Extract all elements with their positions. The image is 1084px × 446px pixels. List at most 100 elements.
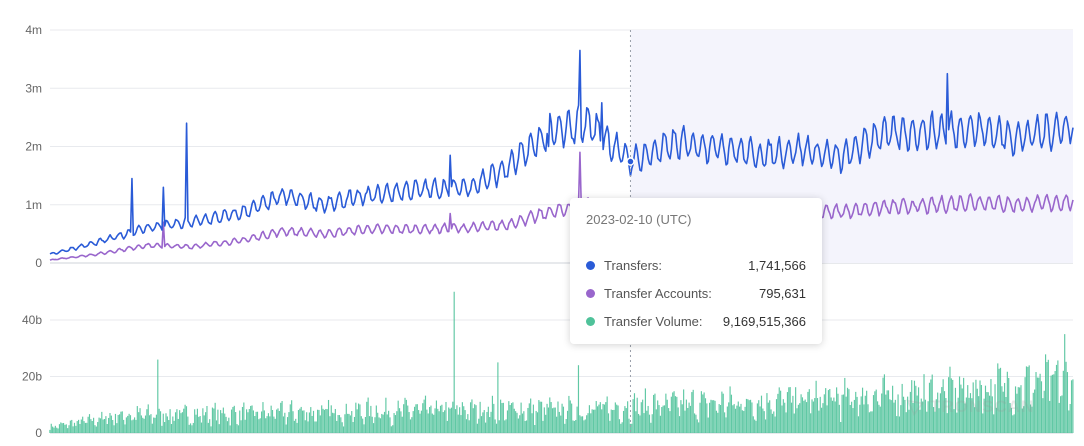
transfer-volume-bar (982, 413, 984, 433)
transfer-volume-bar (157, 359, 159, 433)
transfer-volume-bar (424, 395, 427, 433)
transfer-volume-bar (199, 416, 201, 433)
transfer-volume-bar (857, 416, 860, 433)
transfer-volume-bar (233, 405, 235, 433)
transfer-volume-bar (236, 424, 238, 433)
transfer-volume-bar (114, 413, 117, 433)
transfer-volume-bar (946, 413, 948, 433)
transfer-volume-bar (398, 408, 401, 433)
transfer-volume-bar (800, 394, 802, 433)
tooltip-row-transfer-volume: Transfer Volume: 9,169,515,366 (586, 307, 806, 335)
transfer-volume-bar (386, 414, 388, 433)
transfer-volume-bar (449, 408, 451, 433)
transfer-volume-bar (139, 408, 141, 433)
transfer-volume-bar (879, 406, 881, 433)
line-series (49, 49, 1074, 261)
transfer-volume-bar (550, 402, 552, 433)
transfer-volume-bar (1068, 410, 1070, 433)
transfer-volume-bar (688, 402, 690, 433)
transfer-volume-bar (471, 399, 473, 433)
transfer-volume-bar (737, 401, 739, 433)
transfer-volume-bar (355, 402, 357, 433)
transfer-volume-bar (1046, 362, 1048, 433)
transfer-volume-bar (933, 407, 935, 433)
transfer-volume-bar (357, 403, 360, 433)
transfer-volume-bar (256, 411, 259, 433)
transfer-volume-bar (967, 385, 969, 433)
transfer-volume-bar (304, 420, 306, 433)
transfer-volume-bar (566, 410, 569, 433)
transfer-volume-bar (804, 399, 806, 433)
transfer-volume-bar (1047, 359, 1049, 433)
transfer-volume-bar (730, 394, 733, 433)
transfer-volume-bar (310, 407, 312, 433)
transfer-volume-bar (778, 387, 780, 433)
transfer-volume-bar (172, 416, 174, 433)
transfer-volume-bar (725, 417, 727, 433)
transfer-volume-bar (90, 419, 92, 433)
transfer-volume-bar (469, 402, 472, 433)
transfer-volume-bar (624, 406, 626, 433)
transfer-volume-bar (494, 419, 496, 433)
transfer-volume-bar (487, 406, 489, 433)
transfer-volume-bar (181, 412, 183, 433)
transfer-volume-bar (317, 409, 319, 433)
transfer-volume-bar (521, 413, 524, 433)
transfer-volume-bar (549, 397, 551, 433)
transfer-volume-bar (465, 419, 468, 433)
transfer-volume-bar (135, 419, 137, 433)
transfer-volume-bar (909, 391, 911, 433)
transfer-volume-bar (464, 410, 466, 433)
transfer-volume-bar (519, 415, 521, 433)
transfer-volume-bar (472, 408, 474, 433)
transfer-volume-bar (117, 415, 119, 433)
transfer-volume-bar (520, 402, 522, 433)
tooltip-date: 2023-02-10 (UTC) (586, 212, 692, 227)
transfer-volume-bar (989, 395, 991, 433)
transfer-volume-bar (97, 422, 99, 433)
transfer-volume-bar (564, 423, 566, 433)
transfer-volume-bar (872, 395, 875, 433)
transfer-volume-bar (366, 401, 368, 433)
transfer-volume-bar (953, 409, 955, 433)
transfer-volume-bar (960, 384, 962, 433)
transfer-volume-bar (229, 425, 231, 433)
transfer-volume-bar (235, 412, 237, 433)
transfer-volume-bar (756, 403, 758, 433)
transfer-volume-bar (356, 409, 358, 433)
transfer-volume-bar (306, 412, 308, 433)
transfer-volume-bar (913, 380, 916, 433)
transfer-volume-bar (297, 410, 300, 433)
transfer-volume-bar (969, 393, 972, 433)
transfer-volume-bar (106, 423, 108, 433)
transfer-volume-bar (416, 404, 418, 433)
transfer-volume-bar (938, 408, 940, 433)
transfer-volume-bar (285, 424, 287, 433)
transfer-volume-bar (259, 418, 261, 433)
transfer-volume-bar (569, 400, 571, 433)
transfer-volume-bar (979, 380, 981, 433)
transfer-volume-bar (926, 411, 928, 433)
transfer-volume-bar (93, 417, 95, 433)
transfer-volume-bar (917, 387, 920, 433)
transfer-volume-bar (392, 425, 394, 433)
transfer-volume-bar (1028, 365, 1030, 433)
transfer-volume-bar (700, 391, 702, 433)
transfer-volume-bar (875, 389, 877, 433)
transfer-volume-bar (718, 404, 720, 433)
transfer-volume-bar (133, 417, 136, 433)
transfer-volume-bar (188, 424, 190, 433)
tooltip-row-value: 1,741,566 (748, 257, 806, 273)
transfer-volume-bar (314, 421, 316, 433)
transfer-volume-bar (427, 413, 429, 433)
transfer-volume-bar (515, 411, 517, 433)
transfer-volume-bar (763, 411, 765, 433)
transfer-volume-bar (142, 417, 144, 433)
transfer-volume-bar (598, 404, 600, 433)
transfer-volume-bar (345, 403, 347, 433)
transfer-volume-bar (610, 409, 612, 433)
transfer-volume-bar (83, 421, 85, 433)
transfer-volume-bar (758, 400, 760, 433)
